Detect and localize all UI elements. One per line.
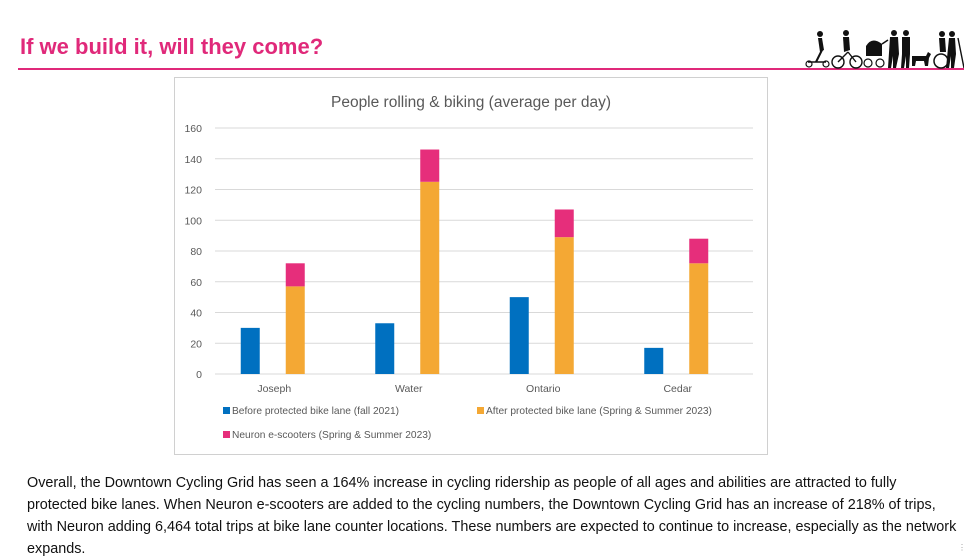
y-tick-label: 160 bbox=[184, 123, 202, 135]
bar-before-cedar bbox=[644, 347, 664, 374]
bar-after-water bbox=[420, 181, 440, 374]
legend-entry: Neuron e-scooters (Spring & Summer 2023) bbox=[232, 430, 431, 441]
y-tick-label: 80 bbox=[190, 246, 202, 258]
bar-after-joseph bbox=[285, 286, 305, 374]
page-title: If we build it, will they come? bbox=[20, 34, 324, 59]
bar-chart: People rolling & biking (average per day… bbox=[184, 94, 753, 441]
y-tick-label: 60 bbox=[190, 277, 202, 289]
bar-after-cedar bbox=[689, 263, 709, 374]
y-tick-label: 120 bbox=[184, 185, 202, 197]
bar-neuron-cedar bbox=[689, 238, 709, 264]
bar-neuron-ontario bbox=[554, 209, 574, 238]
legend-swatch bbox=[477, 407, 484, 414]
y-tick-label: 140 bbox=[184, 154, 202, 166]
slide-corner-marker: ⋮ bbox=[958, 543, 966, 552]
legend-entry: After protected bike lane (Spring & Summ… bbox=[486, 406, 712, 417]
bar-after-ontario bbox=[554, 237, 574, 374]
y-tick-label: 0 bbox=[196, 369, 202, 381]
y-tick-label: 40 bbox=[190, 308, 202, 320]
people-rolling-walking-silhouettes-icon bbox=[805, 30, 964, 69]
title-divider bbox=[18, 68, 964, 70]
bar-before-water bbox=[375, 323, 395, 374]
summary-paragraph: Overall, the Downtown Cycling Grid has s… bbox=[27, 475, 957, 557]
x-tick-label: Ontario bbox=[526, 383, 561, 395]
legend-swatch bbox=[223, 407, 230, 414]
chart-frame: People rolling & biking (average per day… bbox=[174, 77, 768, 455]
chart-title: People rolling & biking (average per day… bbox=[331, 94, 611, 111]
x-tick-label: Joseph bbox=[257, 383, 291, 395]
y-tick-label: 20 bbox=[190, 338, 202, 350]
bar-neuron-joseph bbox=[285, 263, 305, 287]
bar-neuron-water bbox=[420, 149, 440, 182]
legend-swatch bbox=[223, 431, 230, 438]
x-tick-label: Cedar bbox=[663, 383, 692, 395]
y-tick-label: 100 bbox=[184, 215, 202, 227]
legend-entry: Before protected bike lane (fall 2021) bbox=[232, 406, 399, 417]
bar-before-ontario bbox=[509, 297, 529, 374]
bar-before-joseph bbox=[240, 327, 260, 374]
x-tick-label: Water bbox=[395, 383, 423, 395]
